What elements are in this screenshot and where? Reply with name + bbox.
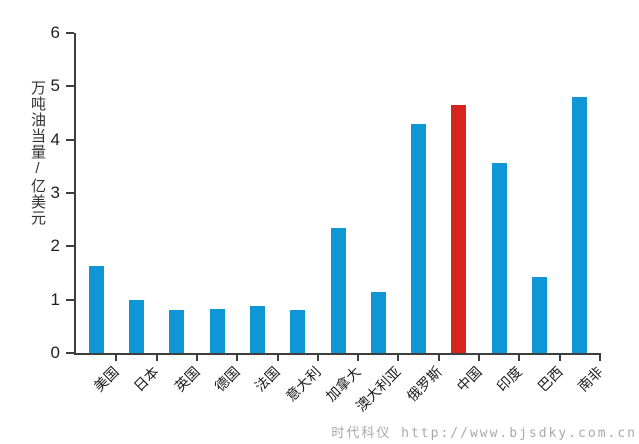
y-axis-line bbox=[74, 33, 76, 355]
x-tick-label: 印度 bbox=[493, 363, 525, 395]
x-tick bbox=[155, 353, 158, 361]
y-tick bbox=[66, 298, 74, 301]
x-tick-label: 俄罗斯 bbox=[403, 363, 445, 405]
x-tick bbox=[195, 353, 198, 361]
y-axis-title: 万吨油当量/亿美元 bbox=[29, 80, 46, 226]
x-tick-label: 中国 bbox=[453, 363, 485, 395]
bar-南非 bbox=[572, 97, 588, 353]
y-tick-label: 6 bbox=[50, 23, 60, 42]
x-tick bbox=[478, 353, 481, 361]
x-tick bbox=[115, 353, 118, 361]
x-tick-label: 法国 bbox=[252, 363, 284, 395]
watermark: 时代科仪 http://www.bjsdky.com.cn bbox=[331, 426, 637, 441]
x-tick-label: 日本 bbox=[131, 363, 163, 395]
y-tick-label: 2 bbox=[50, 236, 60, 256]
y-tick-label: 1 bbox=[50, 289, 60, 309]
x-tick bbox=[518, 353, 521, 361]
y-tick bbox=[66, 32, 74, 34]
x-tick bbox=[437, 353, 440, 361]
x-tick bbox=[316, 353, 319, 361]
y-tick-label: 4 bbox=[50, 129, 60, 149]
bar-美国 bbox=[88, 265, 104, 353]
bar-巴西 bbox=[532, 277, 548, 353]
x-tick-label: 英国 bbox=[171, 363, 203, 395]
x-tick bbox=[236, 353, 239, 361]
x-tick-label: 南非 bbox=[574, 363, 606, 395]
x-tick bbox=[276, 353, 279, 361]
x-axis-line bbox=[74, 353, 600, 355]
bar-英国 bbox=[169, 310, 185, 353]
y-tick bbox=[66, 85, 74, 88]
plot-area: 0 1 2 3 4 5 6 美国 日本 英国 德国 法国 意大利 加拿大 澳大利亚 俄罗斯 中国 印度 巴西 南非 bbox=[51, 23, 606, 414]
y-tick-label: 5 bbox=[50, 76, 60, 96]
y-tick-label: 3 bbox=[50, 183, 60, 202]
y-tick bbox=[66, 352, 74, 354]
x-tick bbox=[357, 353, 360, 361]
bar-德国 bbox=[209, 309, 225, 353]
x-tick-label: 美国 bbox=[90, 363, 122, 395]
y-tick bbox=[66, 138, 74, 141]
y-tick-label: 0 bbox=[50, 343, 60, 362]
x-tick-label: 德国 bbox=[211, 363, 243, 395]
x-tick bbox=[599, 353, 601, 361]
bar-澳大利亚 bbox=[370, 291, 386, 353]
x-tick bbox=[558, 353, 561, 361]
bar-俄罗斯 bbox=[411, 123, 427, 353]
bar-中国 bbox=[451, 105, 467, 353]
y-tick bbox=[66, 245, 74, 248]
bar-加拿大 bbox=[330, 227, 346, 353]
y-tick bbox=[66, 192, 74, 194]
x-tick bbox=[397, 353, 400, 361]
x-tick-label: 意大利 bbox=[282, 363, 324, 405]
bar-意大利 bbox=[290, 310, 306, 353]
bar-法国 bbox=[249, 306, 265, 353]
bar-日本 bbox=[128, 299, 144, 353]
bar-印度 bbox=[491, 162, 507, 353]
x-tick-label: 巴西 bbox=[534, 363, 566, 395]
